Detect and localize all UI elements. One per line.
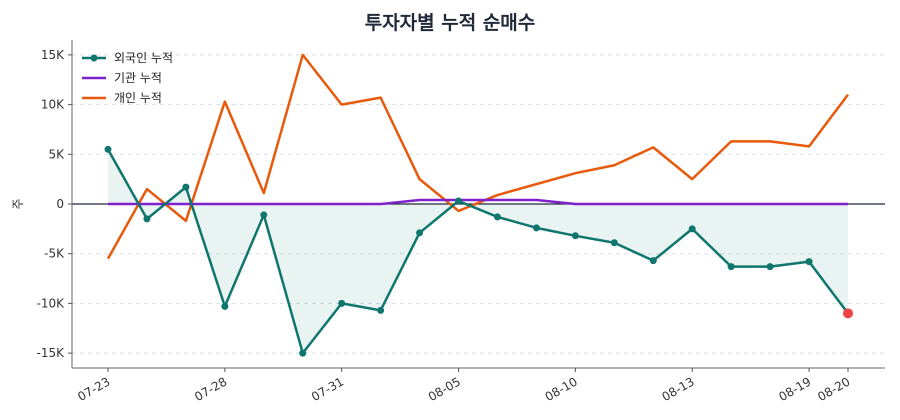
series-point bbox=[377, 306, 385, 314]
y-axis-label: 주 bbox=[11, 198, 25, 209]
series-point bbox=[766, 263, 774, 271]
series-point bbox=[532, 224, 540, 232]
x-tick-label: 08-19 bbox=[776, 374, 813, 404]
x-tick-label: 07-23 bbox=[75, 374, 112, 404]
legend-marker bbox=[90, 54, 98, 62]
y-tick-label: 10K bbox=[41, 98, 65, 112]
x-tick-label: 08-13 bbox=[660, 374, 697, 404]
series-point bbox=[416, 229, 424, 237]
y-tick-label: 15K bbox=[41, 48, 65, 62]
series-point bbox=[260, 211, 268, 219]
series-line bbox=[106, 53, 849, 260]
y-tick-label: -10K bbox=[37, 296, 66, 310]
x-tick-label: 07-31 bbox=[309, 374, 346, 404]
y-tick-label: 0 bbox=[56, 197, 64, 211]
series-point bbox=[571, 232, 579, 240]
series-point bbox=[727, 263, 735, 271]
y-tick-label: 5K bbox=[48, 147, 65, 161]
series-point bbox=[143, 215, 151, 223]
series-line bbox=[108, 198, 848, 206]
y-tick-label: -5K bbox=[44, 247, 65, 261]
series-point bbox=[299, 349, 307, 357]
series-point bbox=[104, 145, 112, 153]
legend-label: 외국인 누적 bbox=[114, 51, 173, 65]
series-point bbox=[455, 197, 463, 205]
last-point-marker bbox=[843, 308, 853, 319]
series-markers bbox=[104, 145, 853, 357]
legend-label: 개인 누적 bbox=[114, 91, 162, 105]
area-fill-layer bbox=[108, 149, 848, 354]
x-tick-label: 08-05 bbox=[426, 374, 463, 404]
series-lines bbox=[106, 53, 849, 355]
series-point bbox=[493, 213, 501, 221]
series-point bbox=[805, 258, 813, 266]
y-tick-label: -15K bbox=[37, 346, 66, 360]
series-area-fill bbox=[108, 149, 848, 354]
legend-label: 기관 누적 bbox=[114, 71, 162, 85]
series-point bbox=[688, 225, 696, 233]
chart-title: 투자자별 누적 순매수 bbox=[364, 12, 536, 34]
series-point bbox=[221, 302, 229, 310]
series-point bbox=[182, 183, 190, 191]
x-tick-label: 07-28 bbox=[192, 374, 229, 404]
series-point bbox=[338, 299, 346, 307]
x-tick-label: 08-20 bbox=[815, 374, 852, 404]
series-point bbox=[610, 239, 618, 247]
series-line bbox=[106, 148, 849, 355]
x-tick-label: 08-10 bbox=[543, 374, 580, 404]
series-point bbox=[649, 257, 657, 265]
